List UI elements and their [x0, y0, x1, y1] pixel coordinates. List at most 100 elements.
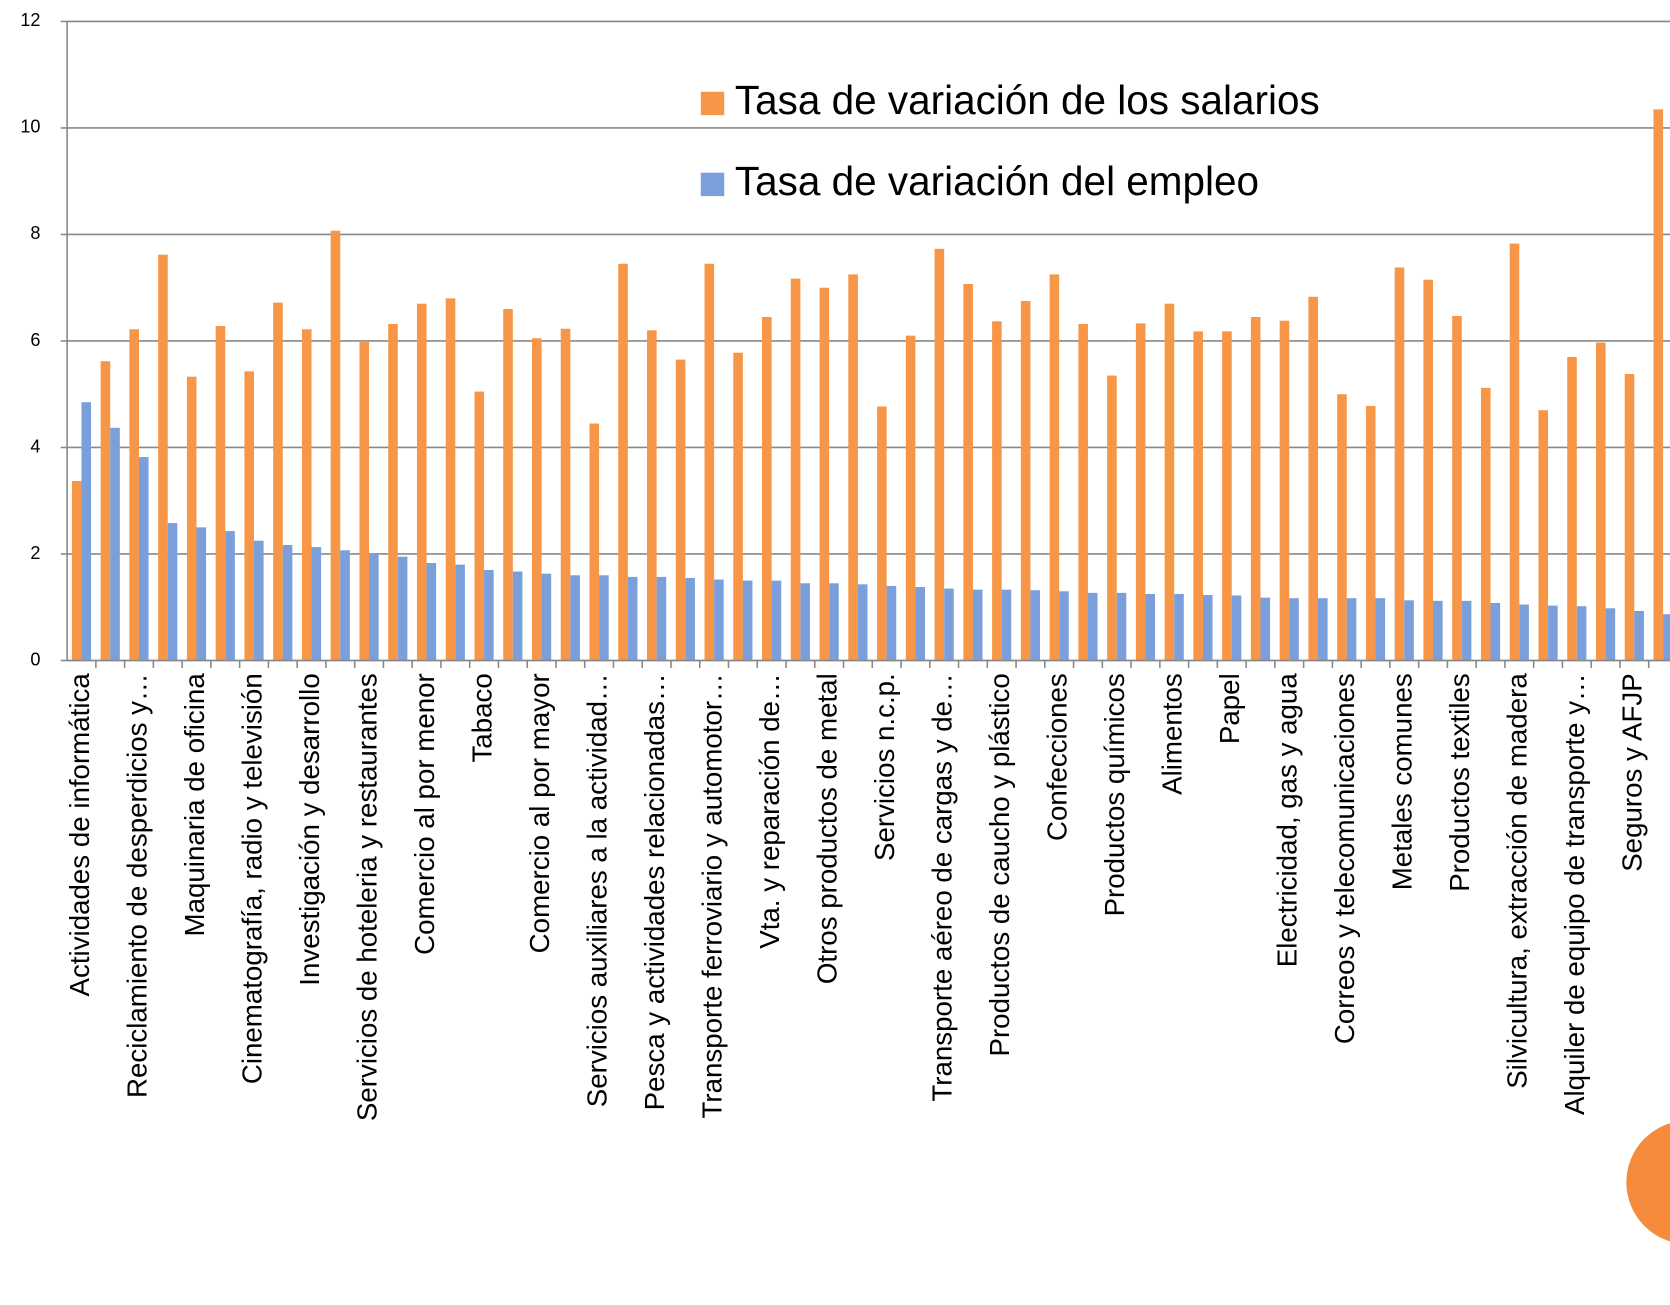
x-tick-label: Silvicultura, extracción de madera — [1502, 673, 1533, 1089]
bar — [1605, 608, 1616, 661]
bar — [397, 556, 408, 661]
decoration-circle — [1626, 1123, 1670, 1242]
bar — [1394, 267, 1405, 661]
bar — [1059, 591, 1069, 661]
bar — [388, 323, 398, 661]
bar — [445, 298, 456, 661]
bar — [1365, 405, 1376, 661]
x-tick-label: Comercio al por mayor — [524, 673, 555, 953]
bar — [1653, 109, 1664, 661]
bar — [819, 287, 830, 661]
bar — [1222, 331, 1232, 661]
bar — [1423, 279, 1434, 661]
x-tick-label: Alimentos — [1157, 673, 1188, 795]
bar — [1107, 375, 1117, 661]
bar — [1087, 592, 1098, 661]
x-tick-label: Servicios de hoteleria y restaurantes — [351, 673, 382, 1121]
bar — [742, 580, 753, 661]
bar — [254, 540, 264, 661]
y-tick-label: 4 — [30, 436, 40, 456]
bar — [1404, 600, 1414, 661]
x-tick-label: Electricidad, gas y agua — [1272, 673, 1303, 968]
legend-label: Tasa de variación del empleo — [735, 158, 1259, 204]
bar — [167, 523, 178, 661]
x-tick-label: Investigación y desarrollo — [294, 673, 325, 985]
x-tick-label: Maquinaria de oficina — [179, 673, 210, 937]
bar — [1480, 387, 1491, 661]
bar — [110, 427, 120, 661]
bar — [560, 328, 571, 661]
bar — [570, 575, 580, 661]
bar — [1538, 410, 1549, 661]
bar — [282, 544, 293, 661]
bar — [1452, 315, 1462, 661]
bar — [800, 583, 810, 661]
y-tick-label: 12 — [20, 10, 40, 30]
bar — [1461, 600, 1472, 661]
bar — [340, 550, 350, 661]
bar — [1548, 605, 1558, 661]
bar — [416, 303, 427, 661]
bar — [1202, 594, 1213, 661]
bar — [129, 329, 139, 661]
x-tick-label: Servicios n.c.p. — [869, 673, 900, 861]
bar — [301, 329, 312, 661]
bar — [1135, 323, 1146, 661]
bar — [1433, 600, 1443, 661]
bar — [829, 583, 839, 661]
x-tick-label: Tabaco — [466, 673, 497, 762]
bar — [531, 338, 542, 661]
y-tick-label: 6 — [30, 330, 40, 350]
bar — [1576, 606, 1587, 661]
x-tick-label: Correos y telecomunicaciones — [1329, 673, 1360, 1044]
bar — [81, 402, 92, 661]
bar — [426, 563, 437, 661]
bar — [369, 553, 379, 661]
y-tick-label: 8 — [30, 223, 40, 243]
x-tick-label: Papel — [1214, 673, 1245, 744]
x-tick-label: Vta. y reparación de… — [754, 673, 785, 948]
bar — [215, 326, 226, 661]
bar — [1174, 593, 1184, 661]
bar — [1030, 590, 1041, 661]
bar — [1490, 602, 1501, 661]
bar — [915, 586, 925, 661]
bar — [503, 309, 513, 661]
bar — [704, 263, 715, 661]
bar — [848, 274, 858, 661]
bar — [1260, 597, 1271, 661]
bar — [1624, 373, 1635, 661]
bar — [647, 330, 657, 661]
x-tick-label: Productos químicos — [1099, 673, 1130, 916]
bar — [972, 589, 983, 661]
bar — [186, 376, 197, 661]
x-tick-label: Confecciones — [1042, 673, 1073, 841]
bar — [1193, 331, 1203, 661]
bar — [196, 527, 207, 661]
bar — [1595, 342, 1606, 661]
legend-swatch — [700, 172, 725, 197]
bar — [1231, 595, 1242, 661]
bar — [1634, 610, 1644, 661]
bar — [599, 575, 609, 661]
bar — [71, 481, 82, 661]
bar — [1164, 303, 1175, 661]
bar — [934, 248, 945, 661]
bar — [886, 585, 897, 661]
bar — [1020, 301, 1031, 661]
x-tick-label: Seguros y AFJP — [1617, 673, 1648, 872]
bar — [225, 531, 235, 661]
bar — [905, 335, 916, 661]
x-tick-label: Cinematografía, radio y televisión — [236, 673, 267, 1084]
x-tick-label: Alquiler de equipo de transporte y… — [1559, 673, 1590, 1115]
bar — [1519, 604, 1529, 661]
bar — [1279, 320, 1290, 661]
bar — [771, 580, 782, 661]
bar — [627, 576, 638, 661]
x-tick-label: Productos de caucho y plástico — [984, 673, 1015, 1056]
bar — [877, 406, 887, 661]
x-tick-label: Comercio al por menor — [409, 673, 440, 955]
bar — [1145, 593, 1156, 661]
bar — [857, 584, 868, 661]
